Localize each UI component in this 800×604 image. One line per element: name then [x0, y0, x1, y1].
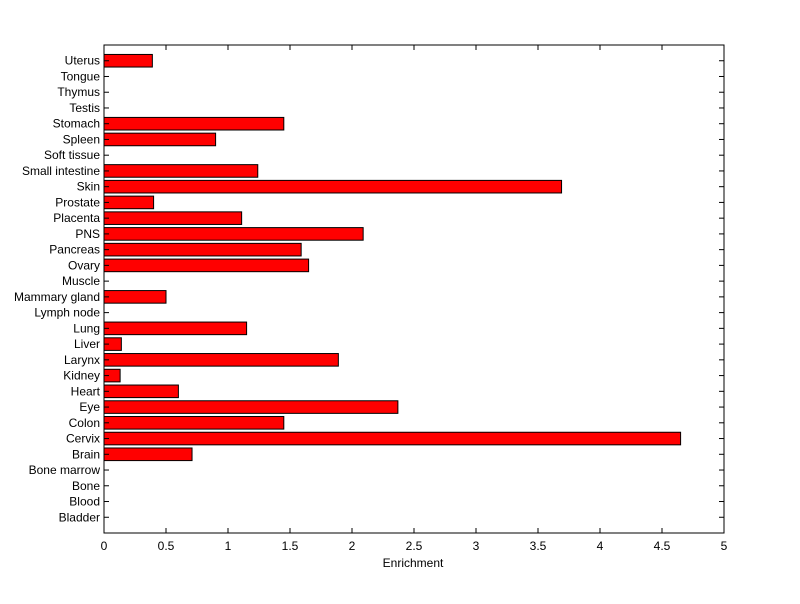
y-tick-label: Mammary gland [14, 290, 100, 304]
y-tick-label: Bladder [59, 510, 100, 524]
x-tick-label: 4.5 [654, 539, 671, 553]
x-tick-labels: 0 0.5 1 1.5 2 2.5 3 3.5 4 4.5 5 [101, 539, 728, 553]
y-tick-label: Testis [69, 101, 100, 115]
bar-prostate [103, 195, 155, 210]
y-tick-label: Liver [74, 337, 100, 351]
x-tick-label: 1.5 [282, 539, 299, 553]
bar-skin [103, 179, 563, 194]
y-tick-label: Spleen [63, 132, 100, 146]
y-tick-label: Kidney [63, 369, 100, 383]
y-tick-label: Small intestine [22, 164, 100, 178]
bar-pns [103, 227, 364, 241]
bar-mammary-gland [103, 290, 167, 304]
y-tick-label: Lung [73, 321, 100, 335]
x-axis-label: Enrichment [383, 556, 444, 570]
y-tick-label: Stomach [53, 117, 100, 131]
y-tick-label: Cervix [66, 432, 100, 446]
x-tick-label: 3.5 [530, 539, 547, 553]
bar-lung [103, 321, 248, 336]
y-tick-label: Bone marrow [29, 463, 101, 477]
bar-small-intestine [103, 164, 259, 178]
x-tick-label: 0.5 [158, 539, 175, 553]
bar-colon [103, 416, 285, 430]
x-tick-label: 1 [225, 539, 232, 553]
y-tick-label: Soft tissue [44, 148, 100, 162]
y-tick-label: Thymus [57, 85, 100, 99]
plot-area-frame [103, 44, 725, 534]
y-tick-label: Prostate [55, 195, 100, 209]
x-tick-label: 4 [597, 539, 604, 553]
bar-uterus [103, 53, 153, 68]
x-tick-label: 5 [721, 539, 728, 553]
x-tick-label: 3 [473, 539, 480, 553]
y-tick-label: Larynx [64, 353, 100, 367]
y-tick-label: Pancreas [49, 243, 100, 257]
bar-placenta [103, 211, 243, 225]
ticks-layer [103, 45, 725, 533]
bar-larynx [103, 353, 339, 367]
y-tick-label: Blood [69, 495, 100, 509]
y-tick-label: Ovary [68, 258, 100, 272]
x-tick-label: 2.5 [406, 539, 423, 553]
y-tick-label: Uterus [65, 54, 100, 68]
bar-stomach [103, 116, 285, 131]
bar-cervix [103, 431, 682, 446]
x-tick-label: 2 [349, 539, 356, 553]
y-tick-label: Tongue [61, 69, 101, 83]
bar-brain [103, 447, 193, 462]
y-tick-label: Skin [77, 180, 100, 194]
y-tick-label: Muscle [62, 274, 100, 288]
y-tick-label: Bone [72, 479, 100, 493]
bar-pancreas [103, 242, 302, 257]
y-tick-label: Lymph node [34, 306, 100, 320]
y-tick-label: Heart [71, 384, 101, 398]
bar-ovary [103, 258, 310, 273]
y-tick-label: Colon [69, 416, 100, 430]
x-tick-label: 0 [101, 539, 108, 553]
y-tick-label: PNS [75, 227, 100, 241]
bar-eye [103, 400, 399, 414]
y-tick-label: Placenta [53, 211, 100, 225]
bars-layer [103, 53, 682, 462]
bar-spleen [103, 132, 217, 147]
y-tick-label: Eye [79, 400, 100, 414]
bar-heart [103, 384, 179, 399]
y-tick-label: Brain [72, 447, 100, 461]
